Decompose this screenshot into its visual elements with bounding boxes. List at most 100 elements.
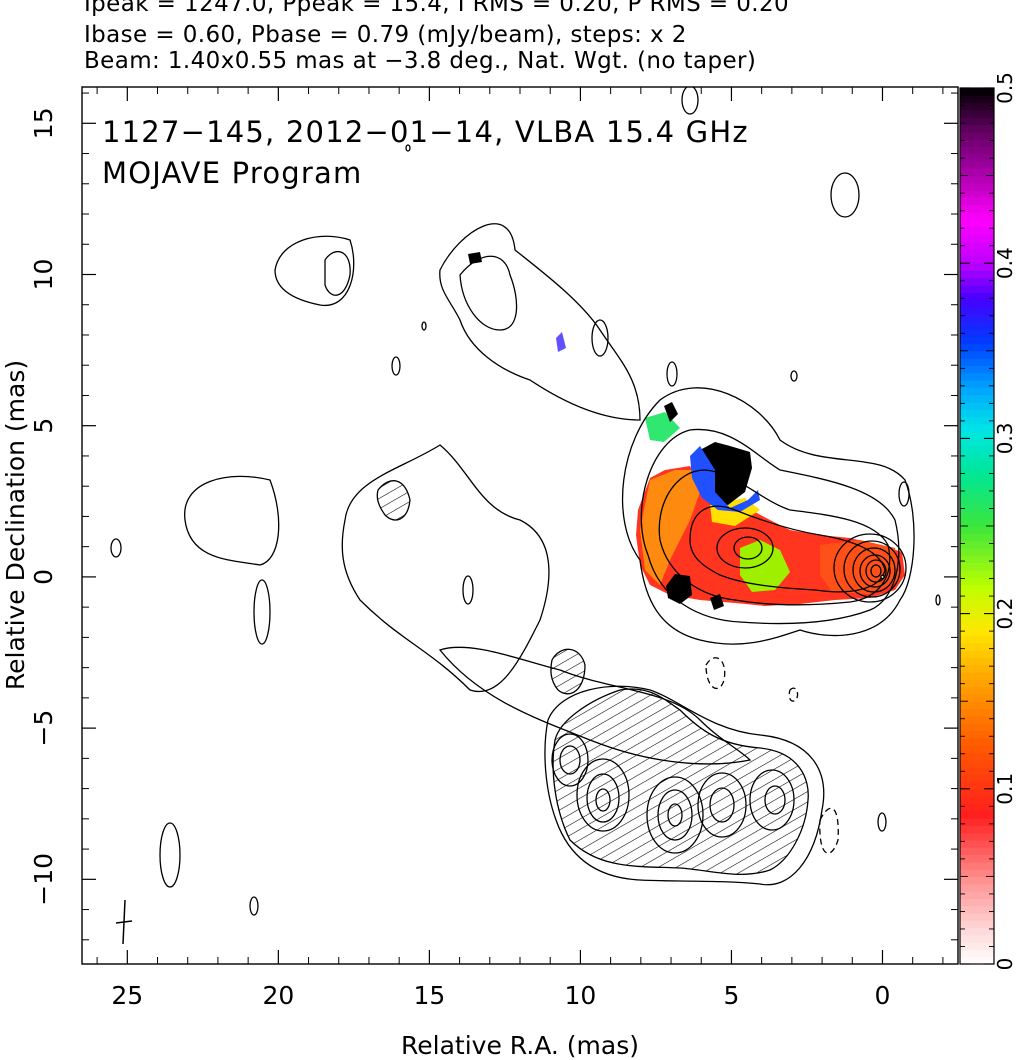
contour-islet-5 bbox=[110, 538, 122, 558]
colorbar-swatch bbox=[960, 124, 994, 133]
contour-dashed-3 bbox=[788, 687, 799, 702]
colorbar-swatch bbox=[960, 467, 994, 476]
colorbar-swatch bbox=[960, 168, 994, 177]
map-title-line-1: 1127−145, 2012−01−14, VLBA 15.4 GHz bbox=[102, 115, 749, 149]
y-tick-label: 5 bbox=[29, 418, 58, 434]
colorbar-swatch bbox=[960, 139, 994, 147]
colorbar-swatch bbox=[960, 394, 994, 403]
contour-islet-3 bbox=[830, 172, 860, 218]
colorbar-swatch bbox=[960, 175, 994, 184]
x-tick-label: 0 bbox=[875, 981, 891, 1010]
x-tick-label: 25 bbox=[111, 981, 143, 1010]
colorbar-swatch bbox=[960, 606, 994, 615]
colorbar-swatch bbox=[960, 723, 994, 731]
polarization-cyan-speck bbox=[556, 332, 566, 352]
contour-islet-8 bbox=[249, 896, 259, 916]
colorbar-swatch bbox=[960, 372, 994, 381]
colorbar-swatch bbox=[960, 285, 994, 293]
colorbar-swatch bbox=[960, 839, 994, 848]
colorbar-swatch bbox=[960, 387, 994, 396]
colorbar-tick-label: 0.1 bbox=[993, 773, 1017, 805]
colorbar-swatch bbox=[960, 927, 994, 936]
colorbar-swatch bbox=[960, 533, 994, 542]
colorbar-swatch bbox=[960, 380, 994, 388]
contour-dashed-1 bbox=[705, 657, 726, 690]
contour-core-1 bbox=[833, 533, 907, 603]
contour-islet-2 bbox=[666, 361, 678, 387]
southern-jet-component bbox=[376, 480, 825, 886]
contour-jet-4 bbox=[689, 505, 886, 593]
contour-knot-a bbox=[716, 527, 774, 569]
contour-outer-jet bbox=[622, 387, 915, 645]
header-line-3: Beam: 1.40x0.55 mas at −3.8 deg., Nat. W… bbox=[84, 48, 757, 74]
colorbar-swatch bbox=[960, 248, 994, 257]
colorbar-swatch bbox=[960, 861, 994, 870]
colorbar-tick-label: 0 bbox=[993, 958, 1017, 971]
colorbar-swatch bbox=[960, 642, 994, 651]
header-line-1: Ipeak = 1247.0, Ppeak = 15.4, I RMS = 0.… bbox=[84, 0, 790, 17]
contour-core-2 bbox=[843, 540, 901, 598]
contour-nw-cloud-2 bbox=[324, 250, 351, 296]
colorbar-swatch bbox=[960, 263, 994, 272]
colorbar-swatch bbox=[960, 796, 994, 804]
colorbar-swatch bbox=[960, 912, 994, 921]
colorbar-swatch bbox=[960, 781, 994, 790]
contour-islet-10 bbox=[391, 356, 401, 376]
colorbar-swatch bbox=[960, 358, 994, 366]
colorbar-swatch bbox=[960, 474, 994, 483]
colorbar-swatch bbox=[960, 416, 994, 425]
colorbar-swatch bbox=[960, 511, 994, 520]
colorbar-swatch bbox=[960, 701, 994, 710]
colorbar-swatch bbox=[960, 774, 994, 783]
colorbar-swatch bbox=[960, 832, 994, 841]
colorbar-swatch bbox=[960, 686, 994, 695]
colorbar-swatch bbox=[960, 555, 994, 564]
colorbar-swatch bbox=[960, 401, 994, 410]
colorbar-swatch bbox=[960, 336, 994, 345]
colorbar-swatch bbox=[960, 766, 994, 775]
colorbar-swatch bbox=[960, 255, 994, 264]
colorbar-swatch bbox=[960, 292, 994, 301]
colorbar: 0 0.1 0.2 0.3 0.4 0.5 bbox=[959, 72, 1017, 971]
colorbar-swatch bbox=[960, 489, 994, 498]
contour-jet-3 bbox=[658, 469, 891, 606]
south-knot-2 bbox=[576, 758, 630, 832]
colorbar-tick-label: 0.4 bbox=[993, 247, 1017, 279]
header-line-2: Ibase = 0.60, Pbase = 0.79 (mJy/beam), s… bbox=[84, 22, 687, 48]
x-tick-label: 15 bbox=[413, 981, 445, 1010]
colorbar-swatch bbox=[960, 569, 994, 578]
colorbar-swatch bbox=[960, 219, 994, 228]
colorbar-swatch bbox=[960, 679, 994, 688]
colorbar-swatch bbox=[960, 131, 994, 140]
colorbar-swatch bbox=[960, 95, 994, 104]
south-knot-4-inner bbox=[709, 787, 735, 823]
y-tick-label: 0 bbox=[29, 569, 58, 585]
plot-frame bbox=[81, 86, 959, 965]
colorbar-swatch bbox=[960, 920, 994, 929]
contour-north-cloud-2 bbox=[459, 255, 518, 331]
south-knot-3-mid bbox=[657, 789, 693, 841]
contour-islet-13 bbox=[898, 481, 910, 507]
colorbar-swatch bbox=[960, 438, 994, 447]
colorbar-swatch bbox=[960, 482, 994, 491]
south-knot-5-inner bbox=[764, 785, 786, 815]
polarization-orange-band bbox=[640, 470, 700, 585]
colorbar-swatch bbox=[960, 547, 994, 556]
colorbar-swatch bbox=[960, 825, 994, 834]
colorbar-swatch bbox=[960, 146, 994, 155]
colorbar-swatch bbox=[960, 869, 994, 877]
colorbar-swatch bbox=[960, 409, 994, 418]
x-tick-label: 10 bbox=[565, 981, 597, 1010]
colorbar-swatch bbox=[960, 620, 994, 629]
colorbar-swatch bbox=[960, 562, 994, 571]
total-intensity-contours bbox=[110, 87, 941, 916]
south-knot-4 bbox=[697, 772, 747, 838]
colorbar-swatch bbox=[960, 883, 994, 892]
colorbar-swatch bbox=[960, 182, 994, 191]
colorbar-swatch bbox=[960, 898, 994, 907]
x-tick-label: 5 bbox=[723, 981, 739, 1010]
contour-core-3 bbox=[852, 547, 896, 593]
colorbar-swatch bbox=[960, 577, 994, 585]
colorbar-swatch bbox=[960, 715, 994, 724]
